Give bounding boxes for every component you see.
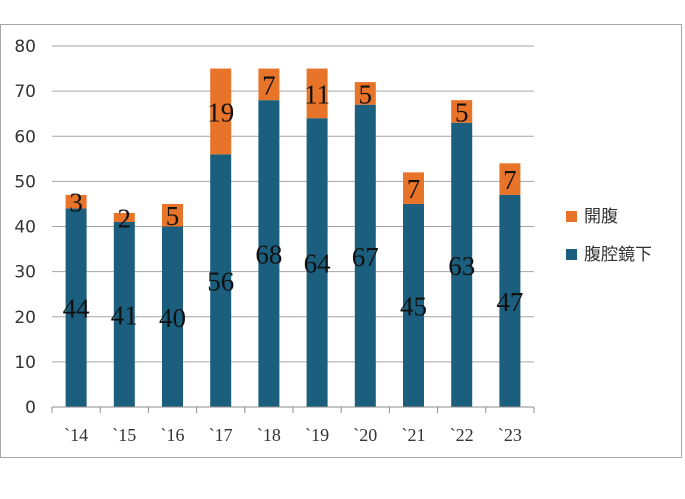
y-tick-label: 60 bbox=[14, 127, 36, 147]
bar-segment-open bbox=[499, 163, 521, 195]
y-tick-label: 80 bbox=[14, 37, 36, 57]
data-label: 56 bbox=[207, 267, 234, 297]
legend-label: 腹腔鏡下 bbox=[584, 245, 652, 265]
bar-segment-open bbox=[162, 203, 183, 227]
data-labels: 44 3 41 2 40 5 56 19 68 7 64 11 67 5 45 7 63 5 47 7 bbox=[63, 70, 524, 332]
bar-segment-open bbox=[258, 68, 280, 101]
y-tick-label: 40 bbox=[14, 218, 36, 238]
y-tick-label: 30 bbox=[14, 263, 36, 283]
data-label: 41 bbox=[111, 300, 138, 330]
data-label: 67 bbox=[352, 242, 379, 272]
data-label: 45 bbox=[400, 291, 427, 321]
bar-segment-laparoscopic bbox=[499, 194, 521, 407]
y-tick-label: 0 bbox=[25, 398, 36, 418]
data-label: 5 bbox=[455, 97, 469, 127]
bar-segment-open bbox=[403, 172, 424, 204]
bar-segment-open bbox=[65, 194, 87, 209]
y-tick-label: 70 bbox=[14, 82, 36, 102]
y-tick-label: 20 bbox=[14, 308, 36, 328]
y-tick-label: 50 bbox=[14, 172, 36, 192]
chart-frame bbox=[0, 24, 682, 458]
bar-segment-laparoscopic bbox=[451, 122, 473, 408]
bars bbox=[65, 68, 521, 408]
bar-segment-open bbox=[354, 82, 376, 105]
x-tick-label: `20 bbox=[353, 425, 377, 445]
data-label: 44 bbox=[63, 294, 91, 324]
bar-segment-laparoscopic bbox=[113, 221, 135, 407]
x-tick-label: `14 bbox=[64, 425, 88, 445]
legend-swatch bbox=[566, 211, 577, 222]
data-label: 19 bbox=[207, 97, 234, 127]
axes: 0 10 20 30 40 50 60 70 80 `14 `15 `16 `17 `18 `19 `20 `2… bbox=[14, 37, 535, 445]
data-label: 11 bbox=[304, 79, 330, 109]
bar-segment-laparoscopic bbox=[354, 104, 376, 407]
x-tick-label: `21 bbox=[402, 425, 426, 445]
bar-segment-open bbox=[210, 68, 232, 155]
x-tick-label: `22 bbox=[450, 425, 474, 445]
x-tick-label: `18 bbox=[257, 425, 281, 445]
data-label: 7 bbox=[262, 70, 276, 100]
bar-segment-laparoscopic bbox=[210, 154, 232, 407]
data-label: 63 bbox=[448, 251, 475, 281]
legend-swatch bbox=[566, 249, 577, 260]
bar-segment-laparoscopic bbox=[65, 208, 87, 407]
data-label: 5 bbox=[359, 79, 373, 109]
bar-segment-open bbox=[113, 212, 135, 222]
bar-segment-laparoscopic bbox=[403, 203, 424, 407]
x-tick-label: `19 bbox=[305, 425, 329, 445]
bar-segment-open bbox=[306, 68, 328, 119]
y-tick-label: 10 bbox=[14, 353, 36, 373]
bar-segment-laparoscopic bbox=[306, 118, 328, 407]
data-label: 2 bbox=[118, 203, 132, 233]
x-tick-label: `23 bbox=[498, 425, 522, 445]
data-label: 40 bbox=[159, 303, 186, 333]
data-label: 7 bbox=[503, 165, 517, 195]
data-label: 5 bbox=[166, 201, 180, 231]
x-tick-label: `17 bbox=[209, 425, 233, 445]
data-label: 3 bbox=[69, 188, 83, 218]
data-label: 64 bbox=[304, 249, 332, 279]
bar-segment-open bbox=[451, 100, 473, 123]
x-tick-label: `16 bbox=[161, 425, 185, 445]
bar-segment-laparoscopic bbox=[258, 100, 280, 408]
data-label: 7 bbox=[407, 174, 421, 204]
legend-label: 開腹 bbox=[584, 207, 618, 227]
x-tick-label: `15 bbox=[112, 425, 136, 445]
data-label: 47 bbox=[496, 287, 523, 317]
bar-segment-laparoscopic bbox=[162, 226, 183, 407]
data-label: 68 bbox=[255, 240, 282, 270]
